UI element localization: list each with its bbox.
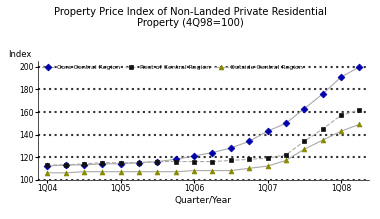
Rest of Central Region [210,160,215,163]
Core Central Region [210,151,215,154]
Core Central Region [192,155,196,157]
Core Central Region [155,160,160,163]
Outside Central Region [265,165,270,167]
Outside Central Region [210,169,215,172]
X-axis label: Quarter/Year: Quarter/Year [175,196,232,205]
Rest of Central Region [320,128,325,130]
Line: Core Central Region: Core Central Region [45,65,362,168]
Core Central Region [283,122,288,125]
Outside Central Region [137,170,141,173]
Outside Central Region [155,170,160,173]
Outside Central Region [302,148,307,150]
Rest of Central Region [63,164,68,166]
Outside Central Region [192,169,196,172]
Outside Central Region [100,170,104,173]
Core Central Region [247,140,252,143]
Core Central Region [82,164,86,166]
Rest of Central Region [100,161,104,164]
Text: Property Price Index of Non-Landed Private Residential
Property (4Q98=100): Property Price Index of Non-Landed Priva… [54,7,326,28]
Outside Central Region [118,170,123,173]
Core Central Region [320,93,325,95]
Line: Outside Central Region: Outside Central Region [45,122,362,175]
Core Central Region [118,162,123,165]
Rest of Central Region [118,161,123,164]
Outside Central Region [283,159,288,162]
Rest of Central Region [247,158,252,161]
Core Central Region [137,161,141,164]
Rest of Central Region [192,160,196,163]
Outside Central Region [228,169,233,172]
Core Central Region [63,164,68,166]
Rest of Central Region [228,159,233,162]
Outside Central Region [357,123,362,126]
Rest of Central Region [137,161,141,164]
Outside Central Region [173,170,178,173]
Outside Central Region [339,130,343,132]
Text: Index: Index [8,50,32,59]
Rest of Central Region [82,162,86,165]
Outside Central Region [63,171,68,174]
Rest of Central Region [265,157,270,159]
Outside Central Region [82,170,86,173]
Core Central Region [228,147,233,149]
Rest of Central Region [302,140,307,143]
Core Central Region [173,158,178,161]
Core Central Region [302,107,307,110]
Outside Central Region [320,139,325,141]
Core Central Region [339,76,343,78]
Rest of Central Region [283,154,288,156]
Core Central Region [357,66,362,68]
Legend: Core Central Region, Rest of Central Region, Outside Central Region: Core Central Region, Rest of Central Reg… [39,63,306,73]
Outside Central Region [247,167,252,170]
Rest of Central Region [155,160,160,163]
Rest of Central Region [339,114,343,117]
Outside Central Region [45,171,49,174]
Core Central Region [100,162,104,165]
Rest of Central Region [357,108,362,111]
Core Central Region [45,165,49,167]
Line: Rest of Central Region: Rest of Central Region [45,107,362,167]
Rest of Central Region [173,160,178,163]
Core Central Region [265,130,270,132]
Rest of Central Region [45,164,49,166]
